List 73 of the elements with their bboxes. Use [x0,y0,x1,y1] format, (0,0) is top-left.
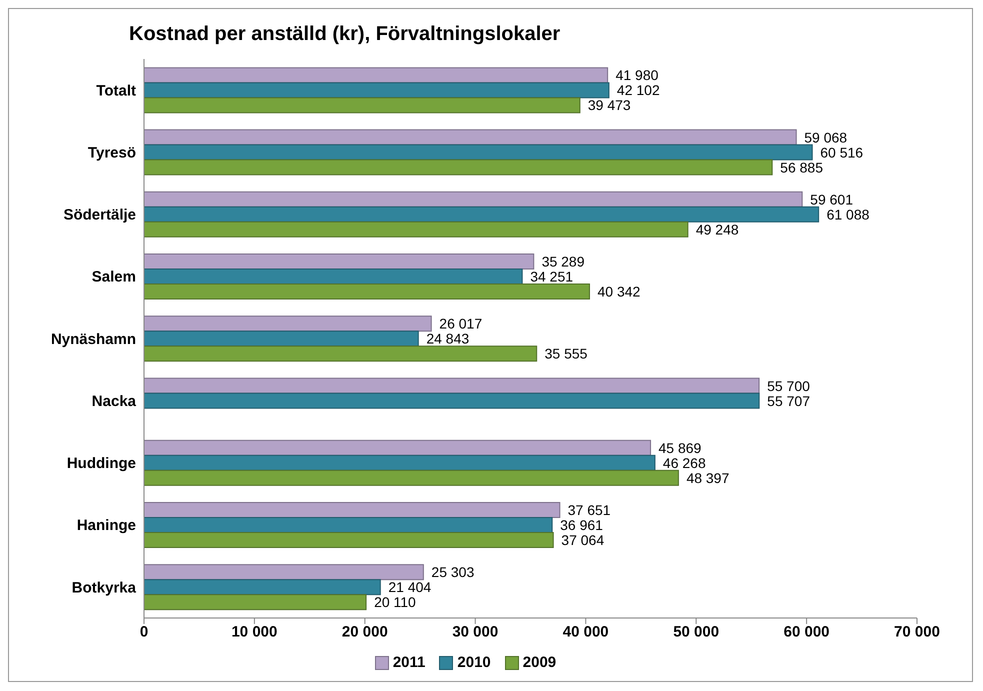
data-label: 56 885 [780,159,824,176]
bar [144,254,534,270]
data-label: 34 251 [530,268,574,285]
bar [144,454,656,471]
bar [144,316,432,332]
bar [144,392,760,409]
data-label: 35 289 [542,254,585,270]
bar [144,330,419,347]
y-tick-label: Totalt [96,82,136,100]
bar [144,206,820,222]
bar [144,191,803,208]
data-label: 21 404 [388,579,432,596]
bar [144,97,580,114]
data-label: 40 342 [597,284,641,300]
data-label: 59 068 [804,129,848,146]
data-label: 48 397 [686,470,730,486]
data-label: 39 473 [588,97,631,114]
bar [144,594,367,610]
data-label: 59 601 [810,191,854,208]
y-tick-label: Södertälje [63,206,136,224]
data-label: 25 303 [431,564,474,580]
bar [144,284,590,300]
x-tick-label: 20 000 [342,624,388,641]
chart-title: Kostnad per anställd (kr), Förvaltningslokaler [129,23,560,46]
bar [144,564,424,580]
bar [144,159,773,176]
data-label: 49 248 [696,221,739,238]
x-tick-label: 50 000 [673,624,720,641]
bar [144,502,560,518]
data-label: 37 651 [568,502,611,518]
x-tick-label: 60 000 [784,624,830,641]
legend-label: 2010 [457,654,491,671]
bar [144,346,538,362]
bar [144,144,813,160]
data-label: 60 516 [820,144,864,160]
data-label: 45 869 [658,440,702,456]
data-label: 61 088 [826,206,870,222]
bar [144,67,608,84]
bar [144,129,797,146]
data-label: 41 980 [616,67,659,84]
data-label: 20 110 [374,594,416,610]
bar [144,221,688,238]
data-label: 24 843 [426,330,470,347]
data-label: 55 700 [767,378,810,394]
data-label: 46 268 [662,454,706,471]
y-tick-label: Salem [92,268,136,286]
y-tick-label: Haninge [76,517,136,534]
data-label: 42 102 [616,82,660,98]
x-tick-label: 0 [140,624,148,641]
x-tick-label: 70 000 [894,624,940,641]
y-tick-label: Tyresö [88,144,136,162]
x-tick-label: 40 000 [562,624,609,641]
bar [144,378,760,394]
bar [144,440,652,456]
y-tick-label: Botkyrka [72,579,137,596]
y-tick-label: Nynäshamn [50,330,136,348]
data-label: 37 064 [561,532,604,548]
bar [144,470,679,486]
x-tick-label: 10 000 [231,624,278,641]
y-tick-label: Nacka [92,392,137,410]
bar [144,516,553,533]
legend-label: 2009 [522,654,556,671]
y-tick-label: Huddinge [66,455,136,472]
data-label: 26 017 [439,316,482,332]
bar [144,268,523,285]
bar [144,532,554,548]
bar [144,579,381,596]
legend-label: 2011 [392,654,426,671]
data-label: 36 961 [560,516,604,533]
x-tick-label: 30 000 [452,624,498,641]
data-label: 35 555 [544,346,588,362]
data-label: 55 707 [767,392,810,409]
bar [144,82,610,98]
